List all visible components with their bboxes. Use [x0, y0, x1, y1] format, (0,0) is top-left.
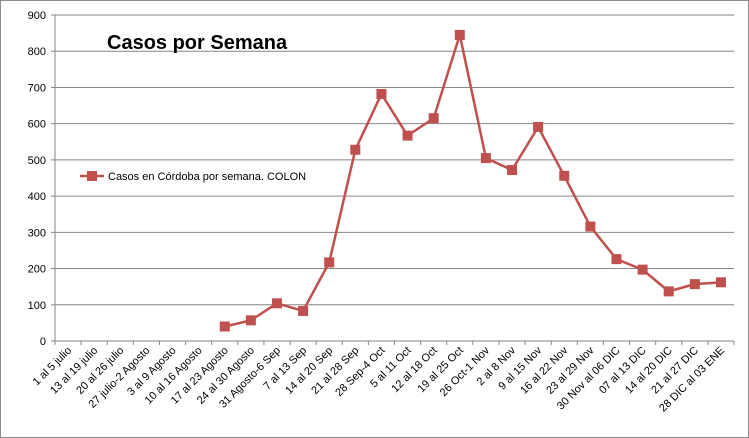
- data-point: [611, 254, 622, 265]
- data-point: [271, 298, 282, 309]
- data-point: [559, 170, 570, 181]
- y-tick-label: 600: [28, 119, 46, 131]
- data-point: [454, 29, 465, 40]
- y-tick-label: 800: [28, 46, 46, 58]
- data-point: [324, 257, 335, 268]
- data-point: [585, 221, 596, 232]
- data-point: [689, 279, 700, 290]
- data-point: [480, 153, 491, 164]
- data-point: [219, 321, 230, 332]
- legend: Casos en Córdoba por semana. COLON: [80, 171, 306, 183]
- data-point: [376, 88, 387, 99]
- data-point: [533, 121, 544, 132]
- legend-label: Casos en Córdoba por semana. COLON: [108, 171, 306, 183]
- gridlines: [55, 14, 734, 306]
- y-tick-label: 900: [28, 10, 46, 22]
- data-point: [507, 165, 518, 176]
- y-tick-label: 500: [28, 155, 46, 167]
- y-tick-label: 700: [28, 82, 46, 94]
- y-tick-label: 400: [28, 191, 46, 203]
- y-tick-label: 200: [28, 264, 46, 276]
- y-axis: 0 100 200 300 400 500 600 700 800 900: [28, 10, 56, 348]
- data-point: [663, 286, 674, 297]
- data-point: [350, 144, 361, 155]
- y-tick-label: 100: [28, 300, 46, 312]
- y-tick-label: 300: [28, 227, 46, 239]
- legend-marker: [87, 171, 97, 181]
- data-point: [402, 130, 413, 141]
- series-plot: [219, 29, 726, 332]
- chart-title: Casos por Semana: [107, 32, 288, 54]
- data-point: [298, 305, 309, 316]
- y-tick-label: 0: [40, 336, 46, 348]
- data-point: [245, 315, 256, 326]
- data-point: [637, 264, 648, 275]
- data-point: [715, 277, 726, 288]
- data-point: [428, 113, 439, 124]
